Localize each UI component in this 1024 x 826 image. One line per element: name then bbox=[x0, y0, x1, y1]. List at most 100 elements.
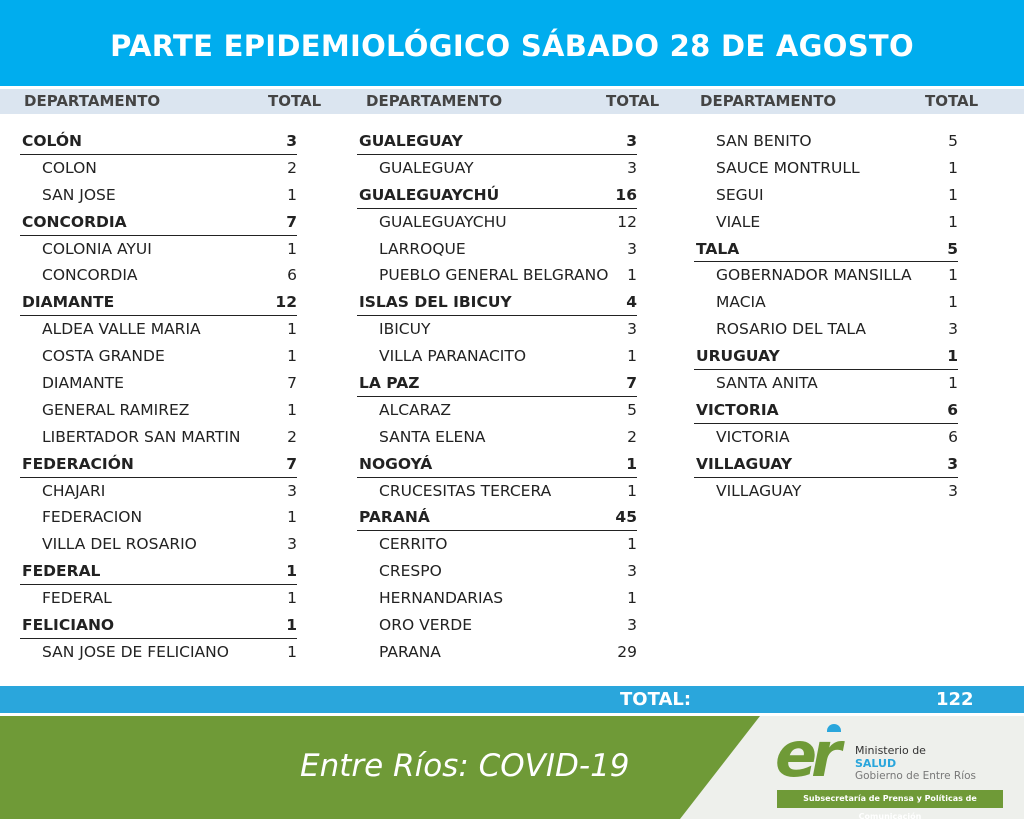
row-value: 6 bbox=[947, 400, 958, 419]
department-row: URUGUAY 1 bbox=[694, 343, 958, 371]
locality-row: FEDERACION 1 bbox=[20, 504, 297, 531]
row-value: 1 bbox=[948, 158, 958, 177]
department-row: FEDERACIÓN 7 bbox=[20, 451, 297, 478]
row-value: 1 bbox=[948, 374, 958, 393]
row-value: 5 bbox=[948, 132, 958, 150]
locality-row: SAN JOSE 1 bbox=[20, 182, 297, 209]
page-title: PARTE EPIDEMIOLÓGICO SÁBADO 28 DE AGOSTO bbox=[0, 0, 1024, 86]
department-row: FEDERAL 1 bbox=[20, 558, 297, 586]
row-name: VICTORIA bbox=[696, 400, 779, 419]
row-value: 29 bbox=[617, 642, 637, 661]
table-column-3: SAN BENITO 5 SAUCE MONTRULL 1 SEGUI 1 VIALE 1 TA… bbox=[694, 128, 958, 504]
row-name: GENERAL RAMIREZ bbox=[42, 400, 190, 419]
row-value: 16 bbox=[615, 185, 637, 204]
department-row: PARANÁ 45 bbox=[357, 504, 637, 532]
gov-label: Gobierno de Entre Ríos bbox=[855, 770, 977, 782]
locality-row: VILLA PARANACITO 1 bbox=[357, 343, 637, 370]
locality-row: PARANA 29 bbox=[357, 639, 637, 666]
row-name: ORO VERDE bbox=[379, 616, 472, 635]
row-value: 3 bbox=[627, 616, 637, 635]
row-name: VILLAGUAY bbox=[716, 481, 802, 500]
table-column-2: GUALEGUAY 3 GUALEGUAY 3 GUALEGUAYCHÚ 16 GUALEG… bbox=[357, 128, 637, 666]
row-value: 2 bbox=[287, 427, 297, 446]
row-name: TALA bbox=[696, 239, 740, 258]
locality-row: FEDERAL 1 bbox=[20, 585, 297, 612]
locality-row: VILLA DEL ROSARIO 3 bbox=[20, 531, 297, 558]
locality-row: COSTA GRANDE 1 bbox=[20, 343, 297, 370]
row-value: 1 bbox=[627, 266, 637, 285]
row-name: PUEBLO GENERAL BELGRANO bbox=[379, 266, 609, 285]
row-name: CRUCESITAS TERCERA bbox=[379, 481, 552, 500]
row-name: ROSARIO DEL TALA bbox=[716, 320, 866, 339]
row-name: SAN JOSE DE FELICIANO bbox=[42, 642, 229, 661]
row-value: 1 bbox=[287, 642, 297, 661]
row-value: 2 bbox=[627, 427, 637, 446]
salud-label: SALUD bbox=[855, 757, 897, 770]
row-value: 1 bbox=[287, 589, 297, 608]
locality-row: GOBERNADOR MANSILLA 1 bbox=[694, 262, 958, 289]
locality-row: SANTA ANITA 1 bbox=[694, 370, 958, 397]
row-name: FEDERAL bbox=[22, 562, 101, 581]
row-name: CHAJARI bbox=[42, 481, 106, 500]
row-value: 1 bbox=[287, 400, 297, 419]
row-value: 3 bbox=[948, 481, 958, 500]
footer-title: Entre Ríos: COVID-19 bbox=[300, 748, 630, 784]
row-name: LIBERTADOR SAN MARTIN bbox=[42, 427, 241, 446]
locality-row: HERNANDARIAS 1 bbox=[357, 585, 637, 612]
col-header-dept: DEPARTAMENTO bbox=[24, 92, 161, 110]
row-value: 3 bbox=[947, 454, 958, 473]
row-name: SAN BENITO bbox=[716, 132, 812, 150]
row-value: 3 bbox=[627, 239, 637, 258]
row-value: 1 bbox=[948, 293, 958, 312]
ministry-logo: er Ministerio de SALUD Gobierno de Entre… bbox=[775, 718, 1015, 821]
col-header-total: TOTAL bbox=[268, 92, 322, 110]
row-name: LARROQUE bbox=[379, 239, 466, 258]
row-name: COLÓN bbox=[22, 132, 83, 150]
row-value: 1 bbox=[287, 347, 297, 366]
row-value: 1 bbox=[627, 481, 637, 500]
row-name: FELICIANO bbox=[22, 616, 115, 635]
department-row: DIAMANTE 12 bbox=[20, 289, 297, 317]
row-name: PARANÁ bbox=[359, 508, 430, 527]
row-name: IBICUY bbox=[379, 320, 431, 339]
row-value: 2 bbox=[287, 158, 297, 177]
row-value: 4 bbox=[626, 293, 637, 312]
row-name: COLON bbox=[42, 158, 97, 177]
locality-row: PUEBLO GENERAL BELGRANO 1 bbox=[357, 262, 637, 289]
row-value: 1 bbox=[626, 454, 637, 473]
locality-row: VICTORIA 6 bbox=[694, 424, 958, 451]
row-value: 7 bbox=[287, 374, 297, 393]
locality-row: CRUCESITAS TERCERA 1 bbox=[357, 478, 637, 505]
locality-row: LIBERTADOR SAN MARTIN 2 bbox=[20, 424, 297, 451]
row-name: URUGUAY bbox=[696, 347, 780, 366]
row-name: FEDERAL bbox=[42, 589, 112, 608]
row-name: CONCORDIA bbox=[22, 212, 127, 231]
row-name: CONCORDIA bbox=[42, 266, 138, 285]
row-name: SEGUI bbox=[716, 185, 764, 204]
locality-row: LARROQUE 3 bbox=[357, 236, 637, 263]
locality-row: VIALE 1 bbox=[694, 209, 958, 236]
row-name: VILLA DEL ROSARIO bbox=[42, 535, 197, 554]
row-value: 7 bbox=[286, 212, 297, 231]
department-row: GUALEGUAYCHÚ 16 bbox=[357, 182, 637, 209]
locality-row: MACIA 1 bbox=[694, 289, 958, 316]
row-value: 1 bbox=[627, 347, 637, 366]
row-name: GUALEGUAYCHÚ bbox=[359, 185, 500, 204]
row-value: 1 bbox=[627, 589, 637, 608]
row-value: 3 bbox=[948, 320, 958, 339]
row-name: COLONIA AYUI bbox=[42, 239, 152, 258]
locality-row: SAN JOSE DE FELICIANO 1 bbox=[20, 639, 297, 666]
locality-row: CONCORDIA 6 bbox=[20, 262, 297, 289]
locality-row: COLON 2 bbox=[20, 155, 297, 182]
row-value: 1 bbox=[287, 185, 297, 204]
row-name: HERNANDARIAS bbox=[379, 589, 504, 608]
row-name: MACIA bbox=[716, 293, 766, 312]
row-value: 1 bbox=[947, 347, 958, 366]
table-column-1: COLÓN 3 COLON 2 SAN JOSE 1 CONCORDIA 7 COLONIA A… bbox=[20, 128, 297, 666]
locality-row: DIAMANTE 7 bbox=[20, 370, 297, 397]
row-value: 3 bbox=[627, 158, 637, 177]
locality-row: ALDEA VALLE MARIA 1 bbox=[20, 316, 297, 343]
locality-row: GUALEGUAY 3 bbox=[357, 155, 637, 182]
row-value: 12 bbox=[275, 293, 297, 312]
row-name: ALCARAZ bbox=[379, 400, 452, 419]
